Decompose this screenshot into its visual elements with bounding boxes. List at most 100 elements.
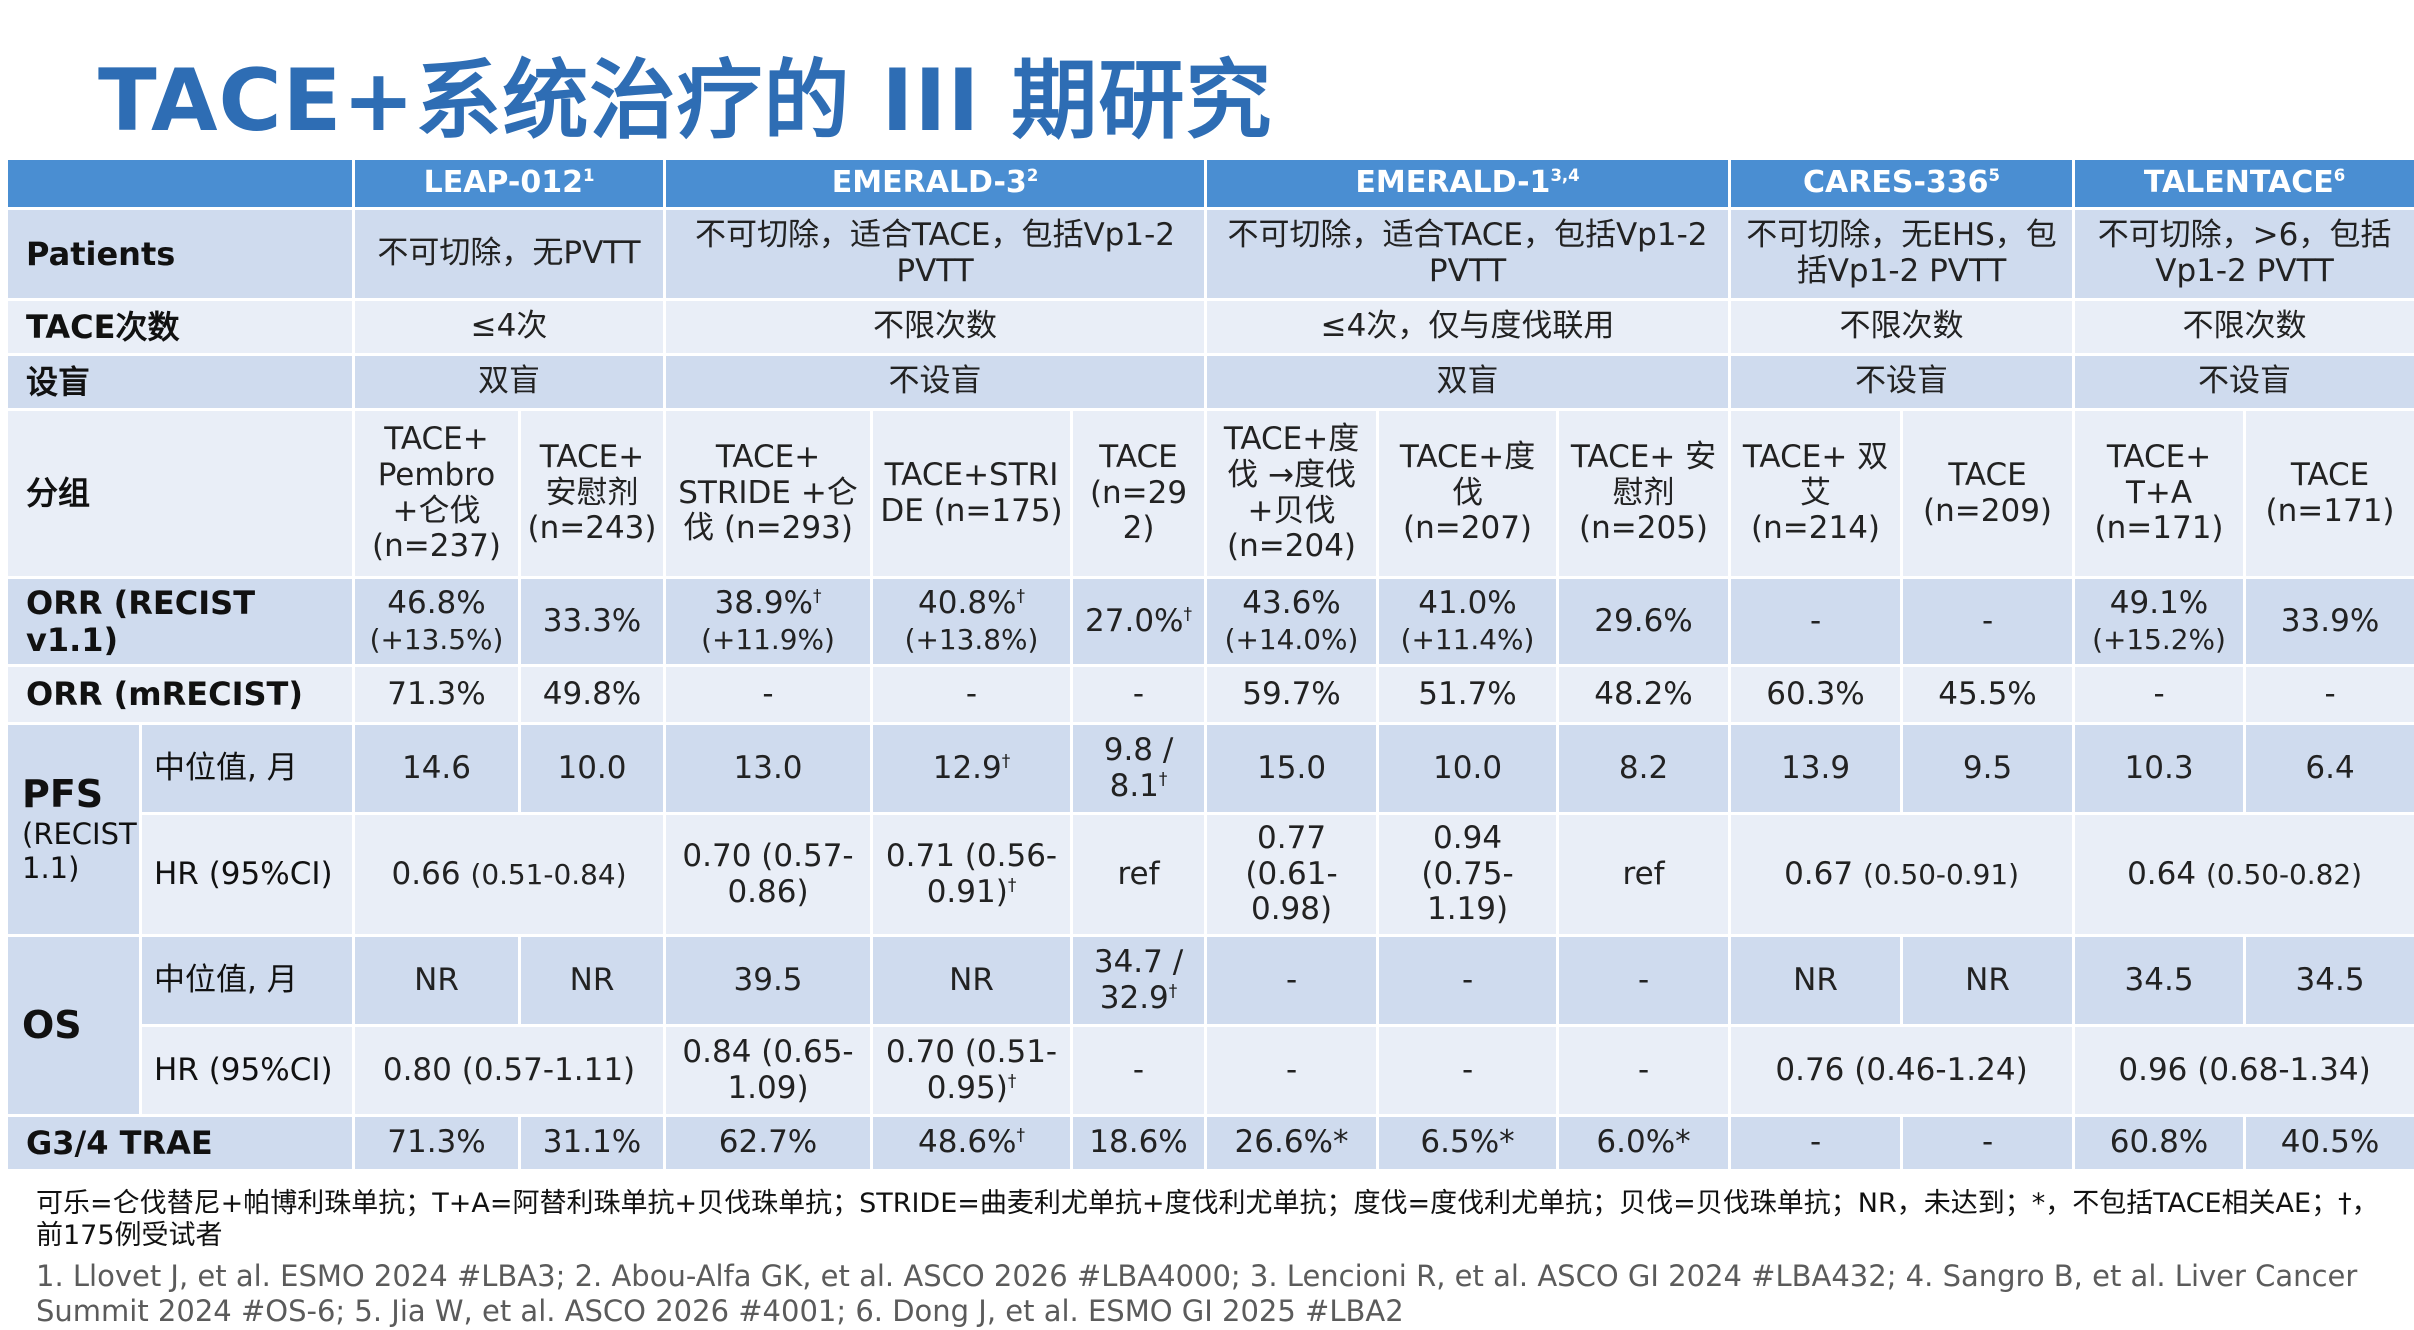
table-row: OS 中位值, 月 NR NR 39.5 NR 34.7 / 32.9† - -…	[5, 934, 2414, 1117]
cell: ≤4次，仅与度伐联用	[1204, 298, 1732, 356]
cell: TACE+度 伐 →度伐 +贝伐 (n=204)	[1204, 408, 1380, 579]
cell: 31.1%	[517, 1114, 667, 1172]
cell: TACE+ STRIDE +仑伐 (n=293)	[663, 408, 874, 579]
cell: 8.2	[1556, 722, 1732, 815]
cell: TACE+ 安慰剂 (n=205)	[1556, 408, 1732, 579]
cell: 0.70 (0.51-0.95)†	[870, 1024, 1074, 1117]
cell: 不限次数	[1728, 298, 2076, 356]
cell: 45.5%	[1900, 664, 2076, 725]
cell: 40.8%† (+13.8%)	[870, 576, 1074, 667]
cell: NR	[517, 934, 667, 1027]
row-label: TACE次数	[5, 298, 355, 356]
cell: 12.9†	[870, 722, 1074, 815]
cell: NR	[870, 934, 1074, 1027]
cell: NR	[1900, 934, 2076, 1027]
cell: NR	[352, 934, 521, 1027]
cell: 48.6%†	[870, 1114, 1074, 1172]
cell: 10.0	[517, 722, 667, 815]
cell: -	[1728, 1114, 1904, 1172]
cell: -	[2072, 664, 2247, 725]
cell: 0.66 (0.51-0.84)	[351, 812, 667, 937]
cell: -	[1204, 934, 1380, 1027]
cell: 62.7%	[663, 1114, 874, 1172]
cell: 15.0	[1204, 722, 1380, 815]
cell: 49.8%	[517, 664, 667, 725]
cell: 不设盲	[2072, 353, 2414, 411]
cell: 49.1% (+15.2%)	[2072, 576, 2247, 667]
row-label: ORR (RECIST v1.1)	[5, 576, 355, 667]
row-label: 设盲	[5, 353, 355, 411]
cell: 9.8 / 8.1†	[1070, 722, 1208, 815]
header-study: TALENTACE6	[2072, 157, 2414, 210]
cell: TACE+ Pembro +仑伐 (n=237)	[352, 408, 521, 579]
cell: TACE (n=29 2)	[1070, 408, 1208, 579]
cell: ref	[1070, 812, 1208, 937]
cell: 26.6%*	[1204, 1114, 1380, 1172]
cell: -	[1556, 1024, 1732, 1117]
page-title: TACE+系统治疗的 III 期研究	[98, 51, 1273, 151]
cell: 9.5	[1900, 722, 2076, 815]
table-row: 分组 TACE+ Pembro +仑伐 (n=237) TACE+ 安慰剂 (n…	[5, 408, 2414, 579]
cell: 10.0	[1376, 722, 1560, 815]
cell: 27.0%†	[1070, 576, 1208, 667]
cell: TACE+ 安慰剂 (n=243)	[517, 408, 667, 579]
cell: 13.9	[1728, 722, 1904, 815]
cell: 60.8%	[2072, 1114, 2247, 1172]
cell: TACE+度 伐 (n=207)	[1376, 408, 1560, 579]
row-label: ORR (mRECIST)	[5, 664, 355, 725]
cell: 0.94 (0.75-1.19)	[1376, 812, 1560, 937]
cell: 13.0	[663, 722, 874, 815]
row-sublabel: 中位值, 月	[139, 722, 355, 815]
cell: 6.4	[2243, 722, 2414, 815]
cell: 0.84 (0.65-1.09)	[663, 1024, 874, 1117]
cell: -	[1070, 664, 1208, 725]
cell: 59.7%	[1204, 664, 1380, 725]
cell: 6.5%*	[1376, 1114, 1560, 1172]
header-study: LEAP-0121	[351, 157, 667, 210]
table-row: HR (95%CI) 0.66 (0.51-0.84) 0.70 (0.57-0…	[7, 812, 2414, 937]
cell: ≤4次	[351, 298, 667, 356]
table-row: G3/4 TRAE 71.3% 31.1% 62.7% 48.6%† 18.6%…	[5, 1114, 2414, 1172]
row-label-os: OS	[5, 934, 142, 1117]
cell: 不可切除，无PVTT	[351, 207, 667, 301]
cell: 51.7%	[1376, 664, 1560, 725]
cell: -	[1728, 576, 1904, 667]
cell: 41.0% (+11.4%)	[1376, 576, 1560, 667]
cell: 60.3%	[1728, 664, 1904, 725]
cell: 不可切除，无EHS，包括Vp1-2 PVTT	[1728, 207, 2076, 301]
header-corner	[5, 157, 355, 210]
cell: 33.3%	[517, 576, 667, 667]
row-label: 分组	[5, 408, 355, 579]
cell: 34.5	[2072, 934, 2247, 1027]
cell: 0.77 (0.61-0.98)	[1204, 812, 1380, 937]
table-row: TACE次数 ≤4次 不限次数 ≤4次，仅与度伐联用 不限次数 不限次数	[5, 298, 2414, 356]
cell: 不设盲	[1728, 353, 2076, 411]
cell: 10.3	[2072, 722, 2247, 815]
cell: 不可切除，适合TACE，包括Vp1-2 PVTT	[1204, 207, 1732, 301]
row-label: Patients	[5, 207, 355, 301]
cell: 33.9%	[2243, 576, 2414, 667]
cell: 39.5	[663, 934, 874, 1027]
cell: NR	[1728, 934, 1904, 1027]
cell: TACE+ 双艾 (n=214)	[1728, 408, 1904, 579]
cell: 0.76 (0.46-1.24)	[1728, 1024, 2076, 1117]
header-row: LEAP-0121 EMERALD-32 EMERALD-13,4 CARES-…	[5, 157, 2414, 210]
table-row: 设盲 双盲 不设盲 双盲 不设盲 不设盲	[5, 353, 2414, 411]
cell: 6.0%*	[1556, 1114, 1732, 1172]
cell: 43.6% (+14.0%)	[1204, 576, 1380, 667]
cell: 29.6%	[1556, 576, 1732, 667]
row-sublabel: HR (95%CI)	[139, 1024, 355, 1117]
row-sublabel: HR (95%CI)	[139, 812, 355, 937]
header-study: EMERALD-13,4	[1204, 157, 1732, 210]
cell: -	[663, 664, 874, 725]
cell: 38.9%† (+11.9%)	[663, 576, 874, 667]
cell: 0.71 (0.56-0.91)†	[870, 812, 1074, 937]
cell: ref	[1556, 812, 1732, 937]
cell: 34.5	[2243, 934, 2414, 1027]
cell: 14.6	[352, 722, 521, 815]
cell: 0.64 (0.50-0.82)	[2072, 812, 2414, 937]
cell: -	[1204, 1024, 1380, 1117]
cell: -	[870, 664, 1074, 725]
cell: 双盲	[1204, 353, 1732, 411]
cell: 71.3%	[352, 664, 521, 725]
